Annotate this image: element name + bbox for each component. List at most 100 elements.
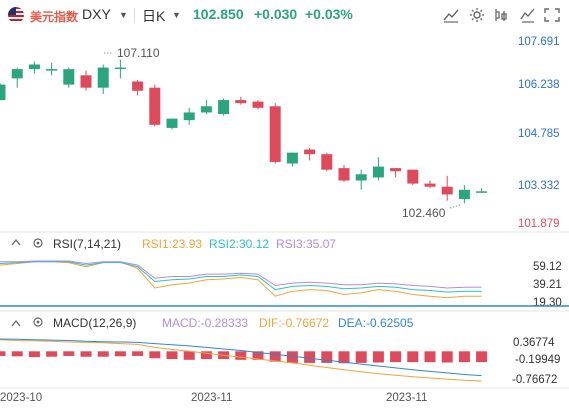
rsi-series bbox=[0, 260, 482, 299]
macd-bar bbox=[321, 351, 333, 363]
price-tick-label: 106.238 bbox=[518, 79, 560, 91]
gear-icon[interactable] bbox=[33, 238, 43, 248]
macd-tick-label: 0.36774 bbox=[513, 337, 555, 349]
candle-body bbox=[269, 106, 281, 162]
low-marker bbox=[449, 204, 461, 209]
macd-series bbox=[0, 338, 482, 382]
price-tick-label: 107.691 bbox=[518, 36, 560, 48]
macd-bar bbox=[132, 351, 144, 356]
macd-legend: MACD(12,26,9) MACD:-0.28333 DIF:-0.76672… bbox=[11, 316, 414, 330]
price-tick-label: 103.332 bbox=[518, 180, 560, 192]
candlestick-series bbox=[0, 59, 488, 204]
macd-bar bbox=[80, 351, 92, 357]
candle-body bbox=[390, 168, 402, 172]
macd-bar bbox=[441, 351, 453, 363]
macd-bar bbox=[97, 351, 109, 357]
macd-title[interactable]: MACD(12,26,9) bbox=[53, 316, 136, 330]
candle-body bbox=[338, 168, 350, 181]
candle-body bbox=[114, 67, 126, 70]
candle-body bbox=[458, 189, 470, 200]
candle-body bbox=[11, 69, 23, 79]
candle-body bbox=[166, 118, 178, 128]
candle-body bbox=[286, 152, 298, 164]
high-price-label: 107.110 bbox=[117, 46, 160, 60]
candle-body bbox=[132, 81, 144, 91]
macd-bar bbox=[166, 351, 178, 360]
macd-tick-label: -0.76672 bbox=[512, 374, 557, 386]
macd-bar bbox=[46, 351, 58, 357]
rsi1-value: RSI1:23.93 bbox=[142, 237, 202, 251]
macd-bar bbox=[407, 351, 419, 363]
candle-body bbox=[183, 112, 195, 121]
fullscreen-icon[interactable] bbox=[542, 6, 562, 24]
rsi-tick-label: 39.21 bbox=[533, 279, 562, 291]
divider bbox=[134, 8, 135, 23]
macd-value: MACD:-0.28333 bbox=[162, 316, 248, 330]
candle-body bbox=[476, 191, 488, 193]
macd-line bbox=[0, 339, 482, 382]
candle-body bbox=[218, 100, 230, 114]
rsi-legend: RSI(7,14,21) RSI1:23.93 RSI2:30.12 RSI3:… bbox=[11, 237, 336, 251]
chevron-down-icon[interactable]: ▼ bbox=[172, 10, 181, 20]
macd-bar bbox=[0, 351, 6, 356]
candle-body bbox=[235, 100, 247, 104]
compare-icon[interactable] bbox=[518, 6, 538, 24]
collapse-icon[interactable] bbox=[11, 238, 21, 246]
symbol-selector[interactable]: DXY bbox=[82, 6, 111, 22]
rsi-tick-label: 59.12 bbox=[533, 261, 562, 273]
price-tick-label: 104.785 bbox=[518, 128, 560, 140]
macd-bar bbox=[149, 351, 161, 359]
chevron-down-icon[interactable]: ▼ bbox=[119, 10, 128, 20]
macd-bar bbox=[28, 351, 40, 358]
collapse-icon[interactable] bbox=[11, 319, 21, 327]
candle-body bbox=[407, 169, 419, 184]
candle-body bbox=[372, 166, 384, 178]
macd-bar bbox=[200, 351, 212, 360]
candle-body bbox=[424, 183, 436, 187]
settings-icon[interactable] bbox=[467, 6, 487, 24]
candle-body bbox=[97, 67, 109, 88]
macd-bar bbox=[355, 351, 367, 363]
macd-bar bbox=[63, 351, 75, 356]
price-change-percent: +0.03% bbox=[305, 6, 353, 22]
macd-bar bbox=[304, 351, 316, 363]
macd-bar bbox=[252, 351, 264, 360]
x-tick-label: 2023-11 bbox=[386, 392, 427, 404]
candle-body bbox=[304, 149, 316, 155]
last-price: 102.850 bbox=[193, 6, 244, 22]
rsi-line bbox=[0, 261, 482, 299]
rsi-title[interactable]: RSI(7,14,21) bbox=[53, 237, 121, 251]
macd-bar bbox=[458, 351, 470, 363]
macd-bar bbox=[286, 351, 298, 363]
chart-header: 美元指数 DXY ▼ 日K ▼ 102.850 +0.030 +0.03% bbox=[0, 0, 569, 30]
rsi-line bbox=[0, 260, 482, 289]
macd-bar bbox=[390, 351, 402, 363]
price-tick-label: 101.879 bbox=[518, 218, 560, 230]
candle-body bbox=[355, 174, 367, 181]
rsi2-value: RSI2:30.12 bbox=[209, 237, 269, 251]
macd-histogram bbox=[0, 351, 488, 364]
timeframe-selector[interactable]: 日K bbox=[142, 8, 166, 24]
candle-body bbox=[80, 75, 92, 88]
line-chart-icon[interactable] bbox=[441, 6, 461, 24]
candle-body bbox=[28, 64, 40, 70]
dif-value: DIF:-0.76672 bbox=[259, 316, 329, 330]
macd-bar bbox=[183, 351, 195, 360]
price-change: +0.030 bbox=[254, 6, 298, 22]
macd-bar bbox=[114, 351, 126, 357]
symbol-name: 美元指数 bbox=[30, 10, 79, 24]
candle-body bbox=[0, 84, 6, 101]
rsi-line bbox=[0, 261, 482, 293]
candle-body bbox=[63, 69, 75, 85]
macd-bar bbox=[11, 351, 23, 357]
macd-tick-label: -0.19949 bbox=[515, 354, 560, 366]
rsi3-value: RSI3:35.07 bbox=[276, 237, 336, 251]
macd-bar bbox=[476, 351, 488, 363]
candle-body bbox=[252, 101, 264, 108]
gear-icon[interactable] bbox=[33, 317, 43, 327]
macd-bar bbox=[338, 351, 350, 364]
macd-bar bbox=[235, 351, 247, 360]
candle-body bbox=[200, 106, 212, 113]
indicator-icon[interactable] bbox=[492, 6, 512, 24]
